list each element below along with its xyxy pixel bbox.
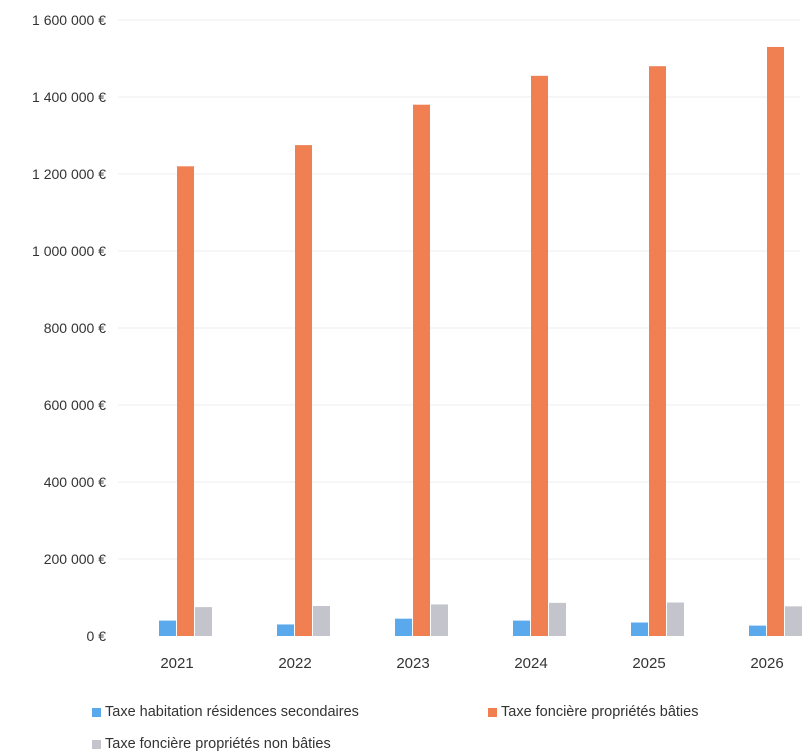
- x-tick-label: 2026: [750, 655, 783, 672]
- bar-2025-series-2: [649, 66, 666, 636]
- legend-label: Taxe foncière propriétés non bâties: [105, 736, 331, 752]
- bar-chart: 0 € 200 000 € 400 000 € 600 000 € 800 000 € 1…: [32, 12, 802, 672]
- x-tick-label: 2021: [160, 655, 193, 672]
- legend-label: Taxe foncière propriétés bâties: [501, 704, 699, 720]
- legend-item-taxe-fonciere-baties: Taxe foncière propriétés bâties: [488, 704, 698, 720]
- bar-2021-series-1: [159, 620, 176, 636]
- y-tick-label: 600 000 €: [44, 397, 106, 413]
- x-tick-label: 2023: [396, 655, 429, 672]
- bar-2022-series-1: [277, 624, 294, 636]
- legend: Taxe habitation résidences secondaires T…: [0, 698, 811, 756]
- y-tick-label: 800 000 €: [44, 320, 106, 336]
- y-tick-label: 400 000 €: [44, 474, 106, 490]
- y-tick-label: 0 €: [87, 628, 107, 644]
- bar-2021-series-3: [195, 607, 212, 636]
- y-tick-label: 1 600 000 €: [32, 12, 106, 28]
- legend-swatch: [92, 739, 101, 749]
- bar-2024-series-1: [513, 620, 530, 636]
- bar-2026-series-1: [749, 625, 766, 636]
- bar-2021-series-2: [177, 166, 194, 637]
- bar-2024-series-3: [549, 602, 566, 636]
- y-tick-label: 1 200 000 €: [32, 166, 106, 182]
- x-axis-tick-labels: 2021 2022 2023 2024 2025 2026: [160, 655, 783, 672]
- x-tick-label: 2022: [278, 655, 311, 672]
- bar-2022-series-2: [295, 145, 312, 636]
- bar-2026-series-2: [767, 46, 784, 636]
- y-tick-label: 1 000 000 €: [32, 243, 106, 259]
- legend-swatch: [92, 707, 101, 717]
- bar-2023-series-2: [413, 104, 430, 636]
- bar-2025-series-3: [667, 602, 684, 636]
- legend-swatch: [488, 707, 497, 717]
- legend-label: Taxe habitation résidences secondaires: [105, 704, 359, 720]
- legend-item-taxe-habitation: Taxe habitation résidences secondaires: [92, 704, 359, 720]
- bar-2024-series-2: [531, 75, 548, 636]
- y-tick-label: 1 400 000 €: [32, 89, 106, 105]
- x-tick-label: 2024: [514, 655, 547, 672]
- bars: [159, 46, 802, 637]
- y-tick-label: 200 000 €: [44, 551, 106, 567]
- bar-2022-series-3: [313, 605, 330, 636]
- y-axis-tick-labels: 0 € 200 000 € 400 000 € 600 000 € 800 000 € 1…: [32, 12, 106, 644]
- bar-2023-series-1: [395, 618, 412, 636]
- bar-2023-series-3: [431, 604, 448, 636]
- bar-2026-series-3: [785, 606, 802, 636]
- legend-item-taxe-fonciere-non-baties: Taxe foncière propriétés non bâties: [92, 736, 331, 752]
- x-tick-label: 2025: [632, 655, 665, 672]
- gridlines: [118, 19, 800, 560]
- bar-2025-series-1: [631, 622, 648, 636]
